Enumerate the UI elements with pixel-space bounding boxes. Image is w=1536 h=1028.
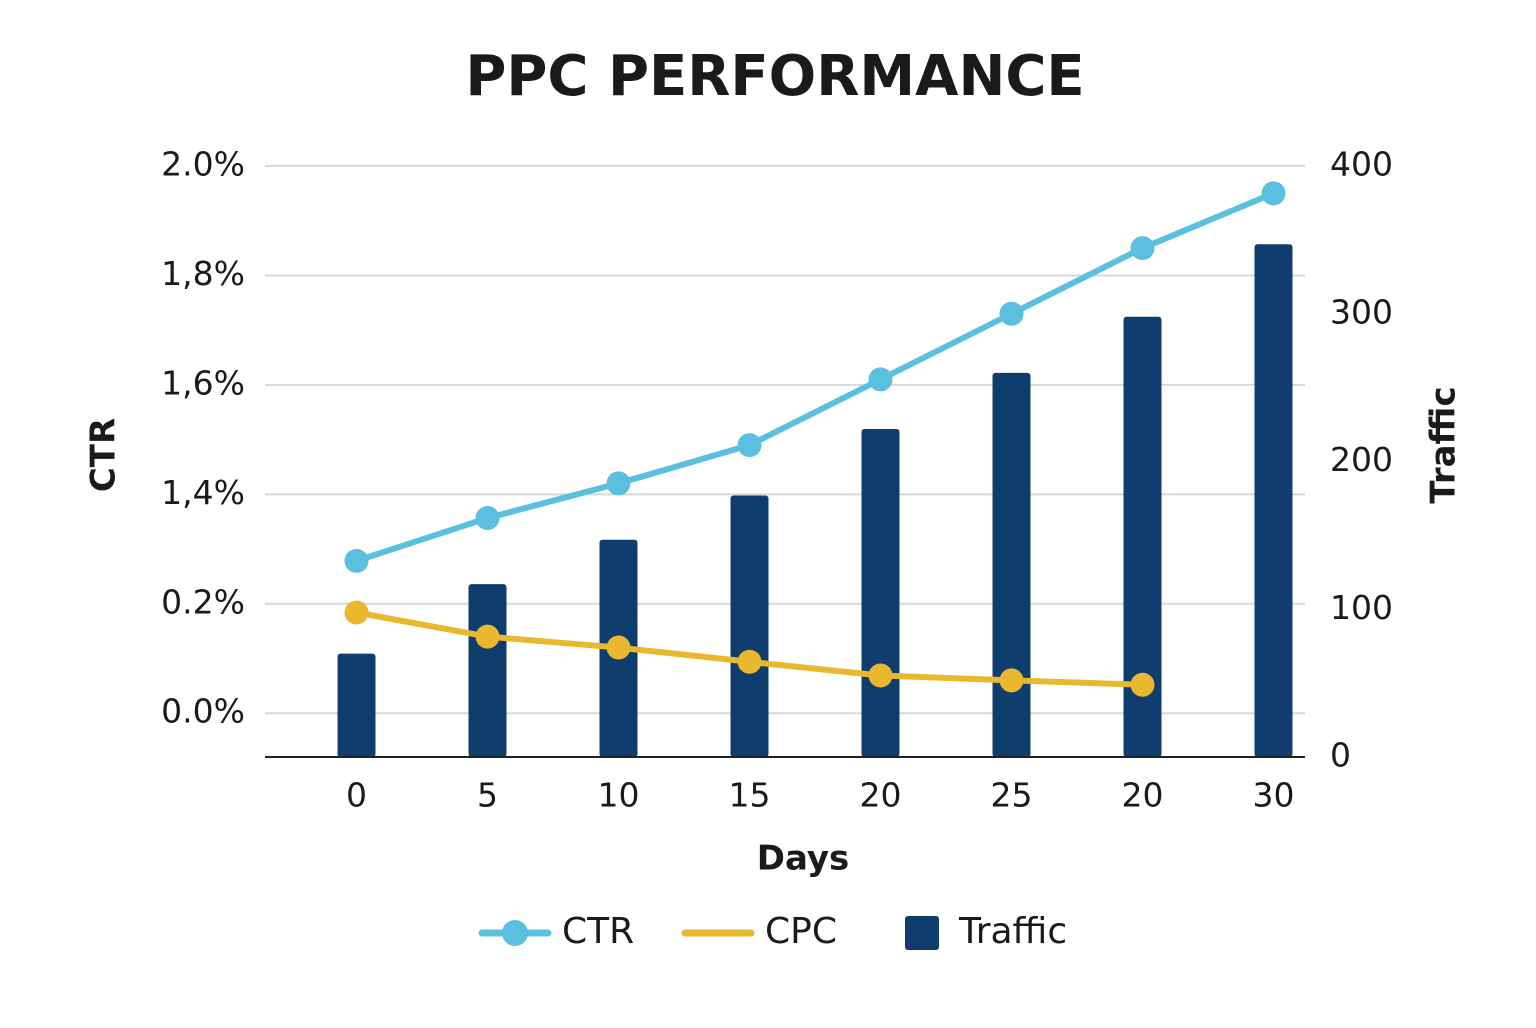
- y2-axis-label: Traffic: [1424, 386, 1464, 503]
- bar: [861, 428, 900, 757]
- marker: [475, 506, 500, 531]
- y-axis-label: CTR: [84, 418, 124, 492]
- y2-tick-label: 400: [1330, 145, 1393, 184]
- y-tick-label: 1,8%: [161, 254, 245, 293]
- marker: [1130, 672, 1155, 697]
- marker: [1261, 181, 1286, 206]
- y-tick-label: 0.2%: [161, 582, 245, 621]
- marker: [1130, 236, 1155, 261]
- y2-tick-label: 100: [1330, 588, 1393, 627]
- bar: [992, 372, 1031, 757]
- marker: [868, 367, 893, 392]
- line: [353, 190, 1277, 564]
- legend-label: CPC: [765, 911, 837, 952]
- bar: [337, 653, 376, 757]
- x-tick-label: 20: [1122, 776, 1164, 815]
- y-tick-label: 1,4%: [161, 473, 245, 512]
- x-tick-label: 30: [1253, 776, 1295, 815]
- legend-marker: [502, 920, 528, 946]
- marker: [999, 301, 1024, 326]
- legend-label: Traffic: [958, 911, 1067, 952]
- y2-tick-label: 200: [1330, 440, 1393, 479]
- x-axis-label: Days: [757, 839, 850, 879]
- marker: [737, 649, 762, 674]
- marker: [475, 624, 500, 649]
- legend-label: CTR: [562, 911, 634, 952]
- marker: [868, 663, 893, 688]
- legend-swatch: [905, 916, 939, 950]
- x-tick-label: 15: [729, 776, 771, 815]
- y2-tick-label: 300: [1330, 292, 1393, 331]
- marker: [344, 600, 369, 625]
- bar: [730, 495, 769, 757]
- bar: [1123, 316, 1162, 757]
- x-tick-label: 10: [598, 776, 640, 815]
- x-tick-label: 5: [477, 776, 498, 815]
- y-tick-label: 2.0%: [161, 145, 245, 184]
- bar: [1254, 244, 1293, 757]
- y2-tick-label: 0: [1330, 736, 1351, 775]
- x-tick-label: 25: [991, 776, 1033, 815]
- y-tick-label: 1,6%: [161, 363, 245, 402]
- marker: [999, 668, 1024, 693]
- marker: [737, 433, 762, 458]
- marker: [344, 548, 369, 573]
- chart-title: PPC PERFORMANCE: [465, 44, 1084, 109]
- marker: [606, 471, 631, 496]
- marker: [606, 635, 631, 660]
- y-tick-label: 0.0%: [161, 692, 245, 731]
- x-tick-label: 20: [860, 776, 902, 815]
- bar: [468, 584, 507, 757]
- x-tick-label: 0: [346, 776, 367, 815]
